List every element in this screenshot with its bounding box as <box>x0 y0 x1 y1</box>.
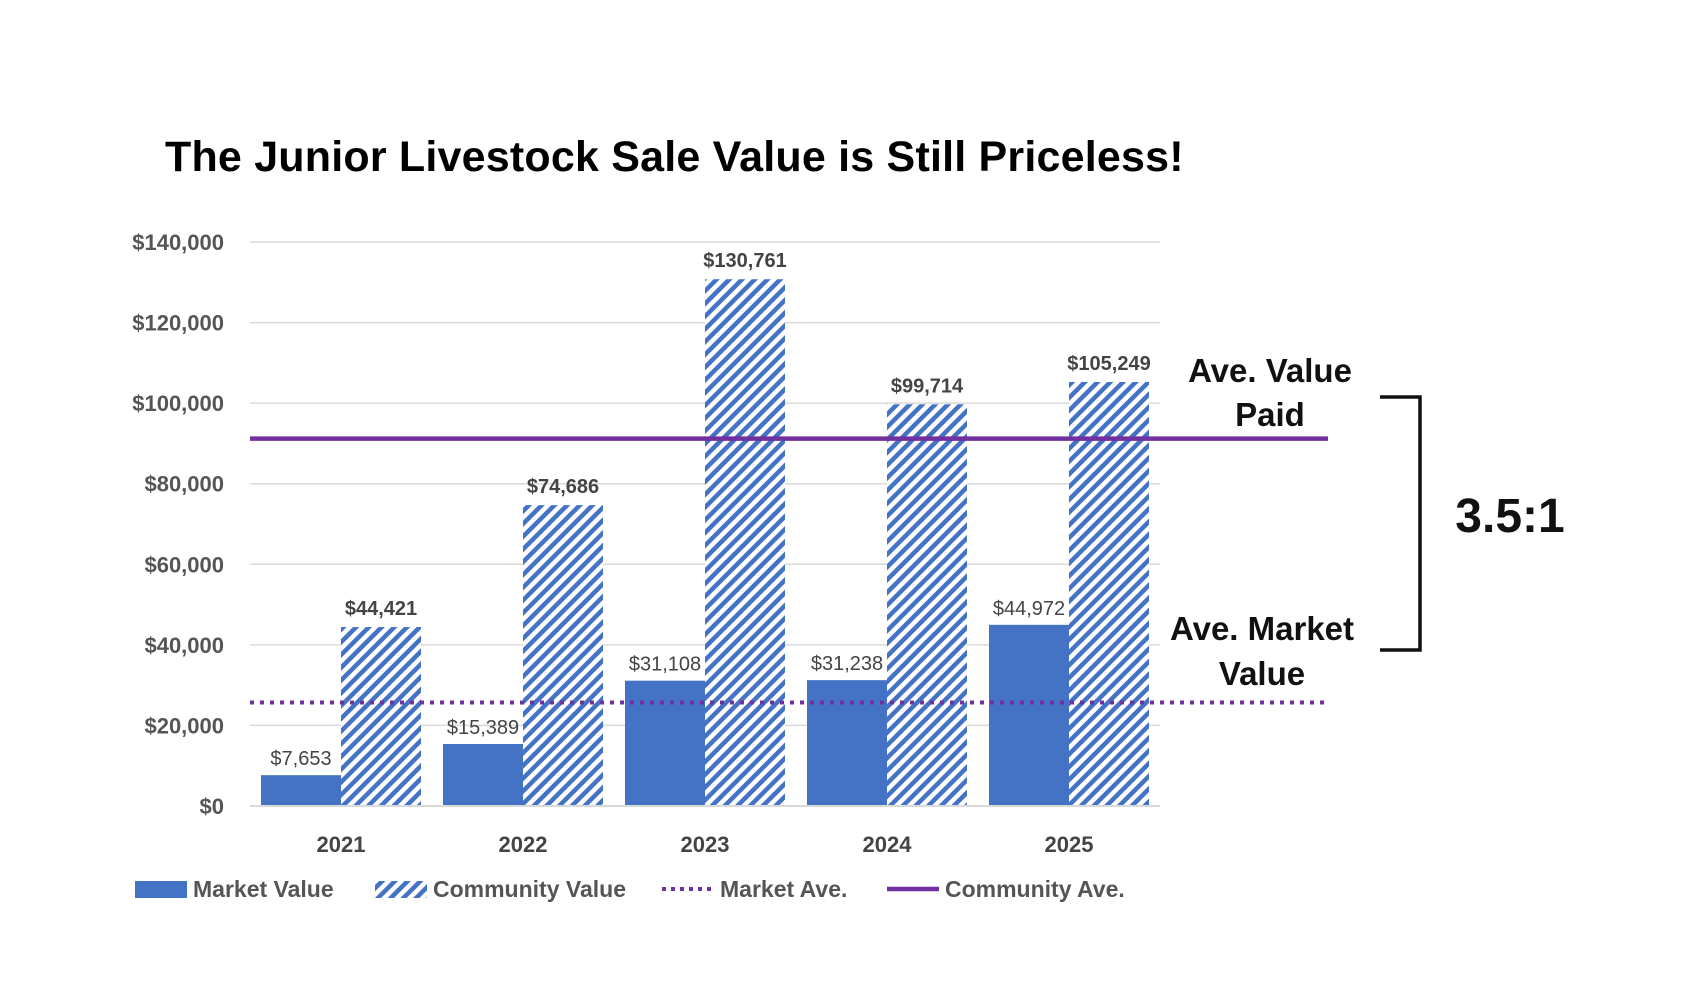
legend: Market Value Community Value Market Ave. Co… <box>135 876 1125 902</box>
bar-market-value <box>625 680 705 806</box>
ratio-bracket <box>1380 395 1422 652</box>
chart-title: The Junior Livestock Sale Value is Still… <box>165 133 1184 181</box>
data-label-market: $31,238 <box>811 653 883 675</box>
legend-label-community-ave: Community Ave. <box>945 876 1125 902</box>
axes: $0 $20,000 $40,000 $60,000 $80,000 $100,000 $1… <box>132 230 1160 857</box>
data-label-community: $130,761 <box>703 250 786 272</box>
data-label-community: $105,249 <box>1067 353 1150 375</box>
bar-market-value <box>989 624 1069 806</box>
annotations: Ave. Value Paid Ave. Market Value 3.5:1 <box>1170 352 1565 692</box>
legend-label-market-ave: Market Ave. <box>720 876 847 902</box>
x-category-label: 2021 <box>317 832 366 857</box>
bar-community-value <box>887 404 967 806</box>
data-labels: $7,653 $44,421 $15,389 $74,686 $31,108 $130,7… <box>270 250 1150 770</box>
annotation-market-value-line1: Ave. Market <box>1170 610 1354 647</box>
data-label-market: $7,653 <box>270 748 331 770</box>
bar-market-value <box>807 680 887 806</box>
bar-community-value <box>1069 381 1149 806</box>
bar-community-value <box>705 279 785 806</box>
annotation-value-paid-line1: Ave. Value <box>1188 352 1352 389</box>
data-label-community: $44,421 <box>345 598 417 620</box>
x-category-label: 2023 <box>681 832 730 857</box>
legend-label-community-value: Community Value <box>433 876 626 902</box>
y-tick-label: $140,000 <box>132 230 224 255</box>
legend-swatch-community-value <box>375 881 427 898</box>
y-tick-label: $40,000 <box>144 633 224 658</box>
x-category-label: 2024 <box>863 832 913 857</box>
legend-swatch-market-value <box>135 881 187 898</box>
y-tick-label: $80,000 <box>144 472 224 497</box>
y-tick-label: $120,000 <box>132 311 224 336</box>
data-label-market: $44,972 <box>993 598 1065 620</box>
y-tick-label: $0 <box>200 794 224 819</box>
annotation-ratio: 3.5:1 <box>1455 490 1564 543</box>
annotation-market-value-line2: Value <box>1219 655 1305 692</box>
data-label-market: $31,108 <box>629 654 701 676</box>
y-tick-label: $100,000 <box>132 391 224 416</box>
annotation-value-paid-line2: Paid <box>1235 396 1305 433</box>
y-tick-label: $20,000 <box>144 713 224 738</box>
data-label-community: $99,714 <box>891 375 964 397</box>
data-label-market: $15,389 <box>447 717 519 739</box>
x-category-label: 2025 <box>1045 832 1094 857</box>
data-label-community: $74,686 <box>527 476 599 498</box>
x-category-label: 2022 <box>499 832 548 857</box>
bar-market-value <box>443 744 523 806</box>
average-lines <box>250 436 1328 705</box>
bar-market-value <box>261 775 341 806</box>
y-tick-label: $60,000 <box>144 552 224 577</box>
bar-community-value <box>523 505 603 806</box>
legend-label-market-value: Market Value <box>193 876 334 902</box>
bars <box>261 279 1149 806</box>
bar-community-value <box>341 627 421 806</box>
